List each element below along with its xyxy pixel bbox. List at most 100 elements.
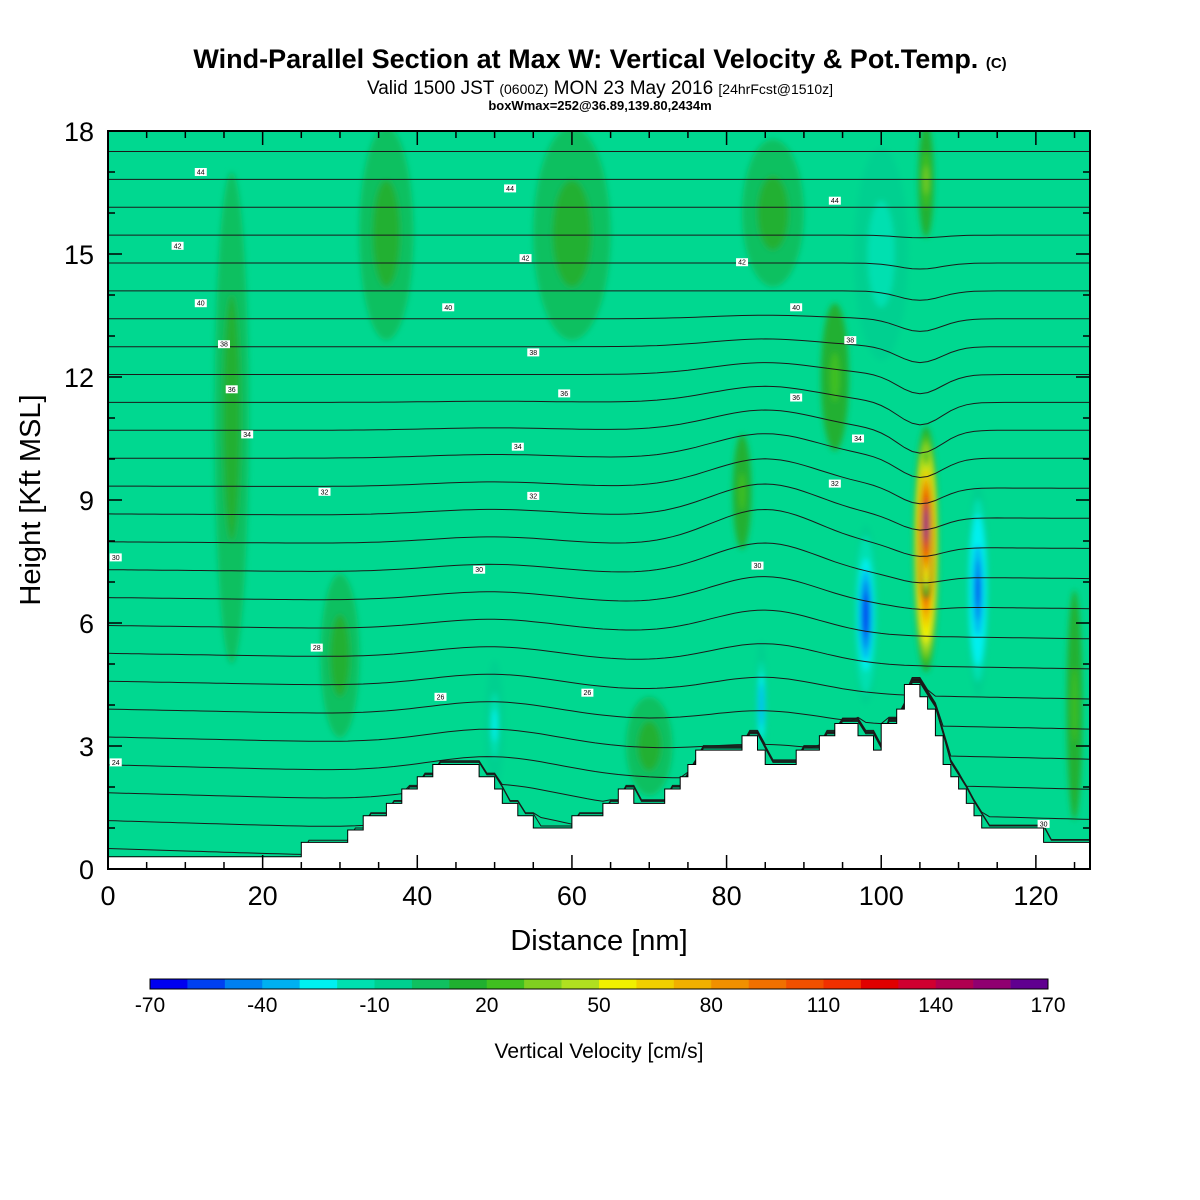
theta-label: 34 <box>243 432 251 439</box>
colorbar <box>149 978 1049 990</box>
theta-contour <box>108 542 1090 584</box>
theta-label: 34 <box>854 436 862 443</box>
theta-label-box <box>1037 819 1050 828</box>
theta-label-box <box>434 692 447 701</box>
theta-label: 28 <box>313 645 321 652</box>
theta-label-box <box>473 565 486 574</box>
velocity-cell <box>966 483 990 697</box>
theta-label-box <box>790 303 803 312</box>
theta-contour <box>108 673 1090 700</box>
y-tick-label: 0 <box>79 855 94 885</box>
theta-label: 36 <box>792 395 800 402</box>
x-tick-label: 0 <box>100 881 115 911</box>
x-tick-label: 120 <box>1013 881 1058 911</box>
velocity-cell-level <box>637 721 661 771</box>
theta-contour <box>108 433 1090 479</box>
colorbar-tick-label: 80 <box>700 994 723 1017</box>
theta-contour <box>108 508 1090 557</box>
colorbar-swatch <box>374 979 413 989</box>
colorbar-tick-label: -10 <box>359 994 389 1017</box>
copyright-mark: (C) <box>985 55 1007 72</box>
colorbar-swatch <box>187 979 226 989</box>
y-tick-label: 9 <box>79 486 94 516</box>
theta-contour <box>108 314 1090 332</box>
theta-label-box <box>519 254 532 263</box>
colorbar-tick-label: 50 <box>587 994 610 1017</box>
theta-label-box <box>225 385 238 394</box>
theta-label-box <box>527 491 540 500</box>
plot-area: 44 44 44 42 42 42 40 40 40 38 38 38 36 36 36 34 34 34 32 32… <box>108 131 1090 869</box>
colorbar-swatch <box>636 979 675 989</box>
theta-label-box <box>852 434 865 443</box>
terrain <box>108 684 1090 869</box>
velocity-cell <box>853 524 879 705</box>
theta-label: 44 <box>506 186 514 193</box>
velocity-field <box>214 131 1083 820</box>
x-tick-label: 60 <box>557 881 587 911</box>
theta-contour <box>108 609 1090 640</box>
velocity-cell-level <box>223 295 241 541</box>
velocity-cell <box>1066 590 1083 820</box>
velocity-cell <box>854 147 909 361</box>
theta-label: 42 <box>738 260 746 267</box>
colorbar-swatch <box>299 979 338 989</box>
y-tick-label: 6 <box>79 609 94 639</box>
theta-label: 38 <box>846 338 854 345</box>
theta-label-box <box>844 336 857 345</box>
theta-label: 38 <box>220 342 228 349</box>
theta-contour <box>108 338 1090 364</box>
colorbar-tick-label: 170 <box>1030 994 1065 1017</box>
velocity-cell-level <box>830 352 840 402</box>
theta-label: 44 <box>197 170 205 177</box>
colorbar-tick-label: 20 <box>475 994 498 1017</box>
theta-label-box <box>751 561 764 570</box>
theta-label: 32 <box>321 489 329 496</box>
velocity-cell-level <box>976 574 980 606</box>
colorbar-swatch <box>748 979 787 989</box>
velocity-cell <box>359 131 414 341</box>
colorbar-swatch <box>224 979 263 989</box>
velocity-cell-level <box>492 709 497 742</box>
colorbar-swatch <box>561 979 600 989</box>
theta-label-box <box>194 168 207 176</box>
theta-label-box <box>442 303 455 312</box>
theta-label: 40 <box>197 301 205 308</box>
theta-label: 44 <box>831 198 839 205</box>
colorbar-swatch <box>337 979 375 989</box>
theta-contour <box>108 262 1090 270</box>
velocity-cell-level <box>874 227 888 281</box>
theta-label: 32 <box>831 481 839 488</box>
velocity-cell-level <box>1071 666 1078 744</box>
title-block: Wind-Parallel Section at Max W: Vertical… <box>0 44 1200 113</box>
theta-label: 30 <box>112 555 120 562</box>
theta-label-box <box>217 340 230 349</box>
velocity-cell-level <box>760 694 763 716</box>
theta-label: 32 <box>529 493 537 500</box>
theta-label-box <box>194 299 207 308</box>
colorbar-tick-label: 140 <box>918 994 953 1017</box>
colorbar-swatch <box>411 979 450 989</box>
y-tick-label: 3 <box>79 732 94 762</box>
theta-contour <box>108 576 1090 610</box>
colorbar-label: Vertical Velocity [cm/s] <box>495 1040 704 1063</box>
theta-label: 30 <box>475 567 483 574</box>
colorbar-swatch <box>860 979 899 989</box>
x-axis-label: Distance [nm] <box>510 925 687 957</box>
colorbar-swatch <box>449 979 488 989</box>
velocity-cell-level <box>757 176 789 250</box>
colorbar-swatch <box>823 979 862 989</box>
theta-label: 38 <box>529 350 537 357</box>
colorbar-swatch <box>935 979 974 989</box>
velocity-cell <box>918 450 934 599</box>
theta-label: 30 <box>1040 821 1048 828</box>
theta-label-box <box>511 442 524 451</box>
colorbar-swatch <box>973 979 1011 989</box>
colorbar-swatch <box>673 979 712 989</box>
theta-label-box <box>558 389 571 398</box>
theta-label-box <box>318 487 331 496</box>
theta-contour <box>108 643 1090 670</box>
theta-label-box <box>109 758 122 767</box>
x-axis-ticks: 0 20 40 60 80 100 120 <box>100 131 1076 911</box>
colorbar-swatch <box>599 979 637 989</box>
theta-label-box <box>790 393 803 402</box>
